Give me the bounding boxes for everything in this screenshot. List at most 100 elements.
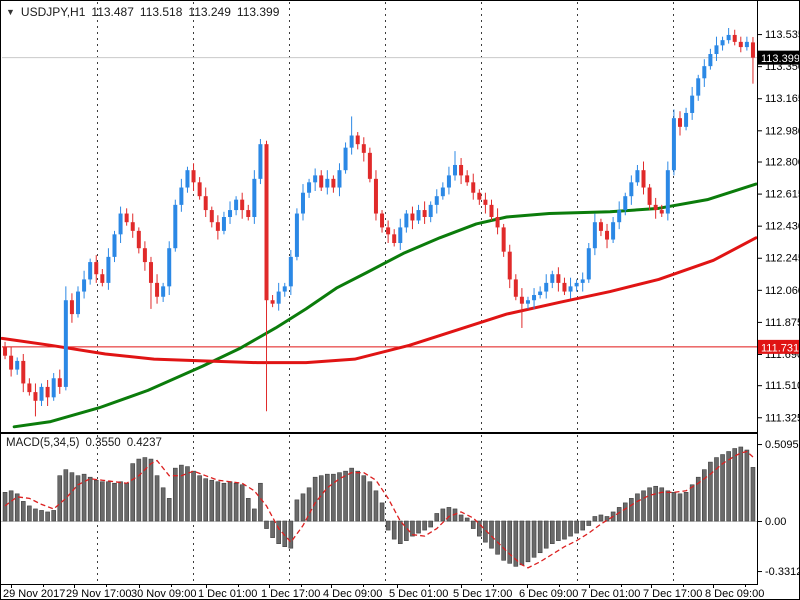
candle-down bbox=[495, 217, 500, 228]
candle-up bbox=[307, 182, 312, 193]
axis-label: 5 Dec 17:00 bbox=[453, 588, 512, 600]
macd-bar bbox=[39, 510, 44, 522]
macd-name: MACD(5,34,5) bbox=[6, 437, 80, 449]
macd-bar bbox=[726, 451, 731, 522]
candle-down bbox=[471, 182, 476, 193]
axis-label: 0.00 bbox=[765, 516, 786, 528]
candle-up bbox=[665, 170, 670, 214]
macd-axis[interactable]: 0.5095 0.00 -0.3312 bbox=[757, 439, 800, 578]
axis-label: 113.165 bbox=[765, 93, 800, 105]
symbol-dropdown-icon[interactable]: ▼ bbox=[6, 6, 15, 17]
macd-bar bbox=[580, 520, 586, 531]
candle-down bbox=[264, 144, 269, 301]
candle-down bbox=[246, 210, 251, 217]
macd-signal-value: 0.4237 bbox=[126, 437, 162, 449]
macd-bar bbox=[598, 514, 604, 522]
macd-bar bbox=[239, 484, 245, 522]
macd-bar bbox=[233, 482, 239, 522]
candle-up bbox=[574, 282, 579, 287]
macd-bar bbox=[355, 470, 361, 522]
macd-bar bbox=[397, 520, 403, 544]
candle-up bbox=[118, 213, 123, 235]
macd-bar bbox=[69, 472, 75, 522]
candle-down bbox=[489, 204, 494, 217]
axis-label: 6 Dec 09:00 bbox=[519, 588, 578, 600]
candle-down bbox=[677, 118, 682, 127]
macd-bar bbox=[252, 508, 257, 522]
candle-down bbox=[605, 230, 610, 240]
macd-bar bbox=[93, 479, 99, 522]
candle-down bbox=[9, 355, 14, 370]
axis-label: 5 Dec 01:00 bbox=[389, 588, 448, 600]
candle-up bbox=[76, 291, 81, 315]
macd-bar bbox=[264, 520, 269, 529]
candle-down bbox=[45, 386, 50, 398]
macd-bar bbox=[629, 498, 634, 522]
candle-up bbox=[568, 286, 573, 292]
candle-up bbox=[325, 178, 330, 188]
candle-down bbox=[373, 178, 378, 214]
macd-bar bbox=[379, 502, 385, 522]
macd-bar bbox=[203, 478, 209, 522]
candle-down bbox=[331, 178, 336, 188]
candle-down bbox=[465, 175, 470, 183]
macd-bar bbox=[592, 516, 598, 522]
candle-down bbox=[562, 282, 567, 292]
candle-up bbox=[398, 227, 403, 244]
macd-bar bbox=[458, 514, 464, 522]
candle-up bbox=[179, 187, 184, 205]
candles[interactable] bbox=[3, 28, 755, 417]
macd-bar bbox=[677, 493, 683, 522]
macd-bar bbox=[27, 505, 32, 522]
axis-label: -0.3312 bbox=[765, 566, 800, 578]
macd-bar bbox=[653, 485, 658, 522]
candle-up bbox=[532, 295, 537, 301]
macd-indicator-label: MACD(5,34,5) 0.3550 0.4237 bbox=[6, 437, 162, 449]
macd-bar bbox=[440, 508, 446, 522]
macd-bar bbox=[331, 473, 336, 522]
macd-bar bbox=[57, 475, 63, 522]
candle-up bbox=[82, 279, 87, 292]
macd-value: 0.3550 bbox=[85, 437, 121, 449]
candle-down bbox=[361, 144, 366, 153]
candle-down bbox=[240, 199, 245, 211]
candle-up bbox=[744, 41, 749, 48]
macd-bar bbox=[416, 520, 421, 534]
candle-up bbox=[404, 213, 409, 228]
macd-bar bbox=[361, 475, 367, 522]
macd-bar bbox=[367, 481, 373, 522]
macd-bar bbox=[221, 482, 227, 522]
price-axis[interactable]: 113.535113.350113.165112.980112.800112.6… bbox=[757, 29, 800, 424]
candle-down bbox=[422, 210, 427, 217]
chart-title: ▼ USDJPY,H1 113.487 113.518 113.249 113.… bbox=[6, 5, 279, 19]
candle-up bbox=[63, 300, 68, 387]
candle-down bbox=[483, 199, 488, 205]
candle-down bbox=[319, 175, 324, 188]
candle-down bbox=[459, 164, 464, 176]
macd-bar bbox=[20, 501, 26, 522]
axis-label: 29 Nov 17:00 bbox=[66, 588, 131, 600]
candle-up bbox=[726, 34, 731, 41]
ohlc-high: 113.518 bbox=[139, 5, 183, 19]
macd-bar bbox=[446, 507, 452, 522]
candle-up bbox=[440, 187, 445, 197]
macd-bar bbox=[641, 490, 646, 522]
axis-label: 111.731 bbox=[761, 342, 799, 354]
current-price-badge: 113.399 bbox=[758, 50, 799, 65]
macd-bar bbox=[750, 467, 756, 522]
macd-bar bbox=[604, 516, 610, 522]
axis-label: 7 Dec 17:00 bbox=[643, 588, 702, 600]
candle-up bbox=[313, 175, 318, 183]
candle-down bbox=[750, 42, 755, 58]
candle-down bbox=[57, 378, 62, 387]
macd-bar bbox=[434, 513, 440, 522]
macd-bar bbox=[75, 475, 81, 522]
macd-bar bbox=[130, 463, 136, 522]
macd-bar bbox=[306, 487, 312, 522]
macd-bar bbox=[385, 520, 391, 531]
axis-label: 1 Dec 01:00 bbox=[198, 588, 257, 600]
time-axis[interactable]: 29 Nov 2017 29 Nov 17:00 30 Nov 09:00 1 Dec… bbox=[3, 585, 764, 600]
macd-bar bbox=[519, 520, 525, 566]
hline-price-badge: 111.731 bbox=[758, 339, 799, 354]
